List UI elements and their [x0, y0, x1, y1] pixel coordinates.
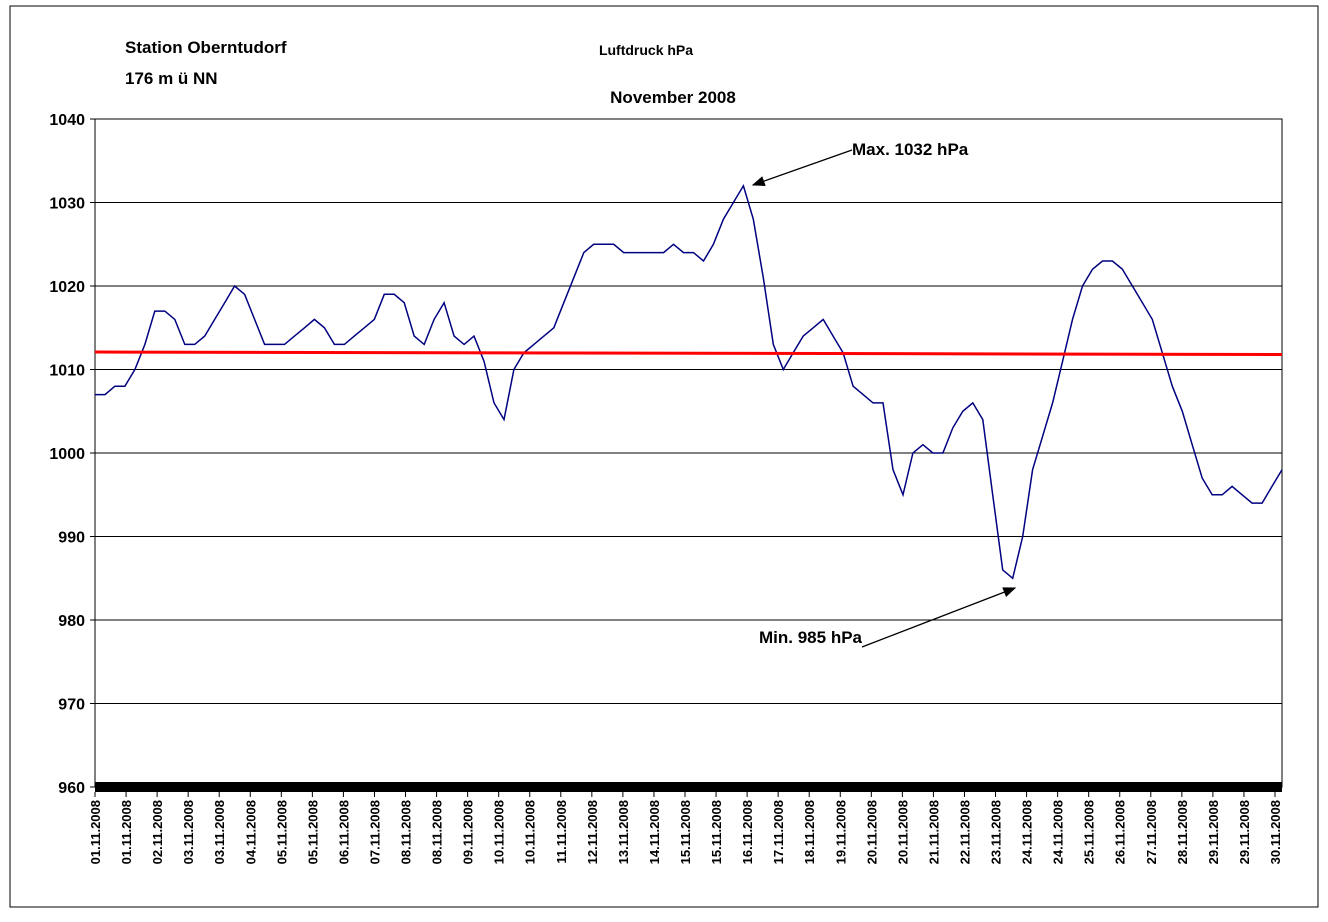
- min-annotation: Min. 985 hPa: [759, 628, 863, 647]
- max-arrow: [751, 149, 853, 187]
- x-tick-label: 24.11.2008: [1051, 800, 1066, 864]
- x-tick-label: 17.11.2008: [771, 800, 786, 864]
- x-tick-label: 28.11.2008: [1175, 800, 1190, 864]
- x-tick-label: 29.11.2008: [1237, 800, 1252, 864]
- x-tick-label: 11.11.2008: [554, 800, 569, 864]
- y-tick-label: 1020: [49, 279, 85, 296]
- x-tick-label: 18.11.2008: [802, 800, 817, 864]
- x-tick-label: 15.11.2008: [709, 800, 724, 864]
- chart-subtitle: Luftdruck hPa: [599, 42, 693, 58]
- x-tick-label: 23.11.2008: [989, 800, 1004, 864]
- x-tick-label: 07.11.2008: [367, 800, 382, 864]
- y-tick-label: 1000: [49, 446, 85, 463]
- x-axis-bar: [95, 782, 1282, 792]
- x-tick-label: 19.11.2008: [833, 800, 848, 864]
- max-annotation: Max. 1032 hPa: [852, 140, 969, 159]
- x-tick-label: 10.11.2008: [523, 800, 538, 864]
- chart-title: November 2008: [610, 88, 736, 107]
- x-tick-label: 06.11.2008: [336, 800, 351, 864]
- x-tick-label: 04.11.2008: [243, 800, 258, 864]
- x-tick-label: 13.11.2008: [616, 800, 631, 864]
- y-tick-label: 1040: [49, 112, 85, 129]
- x-tick-label: 05.11.2008: [274, 800, 289, 864]
- x-tick-label: 22.11.2008: [957, 800, 972, 864]
- x-tick-label: 26.11.2008: [1113, 800, 1128, 864]
- y-tick-label: 960: [58, 780, 85, 797]
- y-tick-label: 970: [58, 697, 85, 714]
- mean-line: [94, 350, 1283, 356]
- x-tick-label: 30.11.2008: [1268, 800, 1283, 864]
- y-tick-label: 990: [58, 530, 85, 547]
- station-name: Station Oberntudorf: [125, 38, 287, 57]
- x-tick-label: 03.11.2008: [212, 800, 227, 864]
- x-tick-label: 25.11.2008: [1082, 800, 1097, 864]
- station-altitude: 176 m ü NN: [125, 69, 218, 88]
- x-tick-label: 05.11.2008: [305, 800, 320, 864]
- x-tick-label: 09.11.2008: [461, 800, 476, 864]
- x-tick-label: 16.11.2008: [740, 800, 755, 864]
- pressure-line: [95, 183, 1283, 580]
- x-tick-label: 10.11.2008: [492, 800, 507, 864]
- x-tick-label: 21.11.2008: [926, 800, 941, 864]
- y-tick-label: 980: [58, 613, 85, 630]
- x-tick-label: 08.11.2008: [430, 800, 445, 864]
- x-tick-label: 12.11.2008: [585, 800, 600, 864]
- x-tick-label: 01.11.2008: [119, 800, 134, 864]
- min-arrow: [861, 587, 1017, 648]
- y-tick-label: 1030: [49, 196, 85, 213]
- x-tick-label: 08.11.2008: [399, 800, 414, 864]
- y-tick-label: 1010: [49, 363, 85, 380]
- x-tick-label: 27.11.2008: [1144, 800, 1159, 864]
- x-tick-label: 20.11.2008: [864, 800, 879, 864]
- x-tick-label: 20.11.2008: [895, 800, 910, 864]
- x-tick-label: 02.11.2008: [150, 800, 165, 864]
- x-tick-label: 29.11.2008: [1206, 800, 1221, 864]
- x-tick-label: 01.11.2008: [88, 800, 103, 864]
- x-tick-label: 15.11.2008: [678, 800, 693, 864]
- x-tick-label: 14.11.2008: [647, 800, 662, 864]
- x-tick-label: 03.11.2008: [181, 800, 196, 864]
- x-tick-label: 24.11.2008: [1020, 800, 1035, 864]
